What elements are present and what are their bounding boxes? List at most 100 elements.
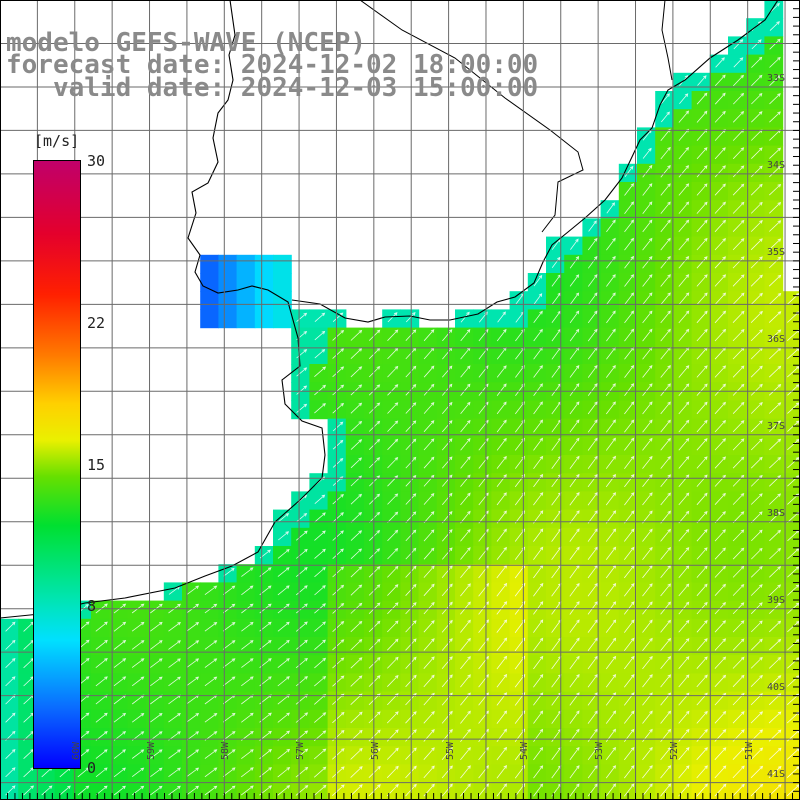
wind-cell [618, 200, 638, 219]
wind-cell [182, 691, 201, 711]
wind-arrow [769, 147, 781, 159]
wind-cell [455, 327, 474, 347]
wind-arrow [732, 401, 745, 414]
wind-arrow [496, 728, 508, 743]
wind-cell [673, 91, 693, 110]
wind-cell [527, 291, 547, 310]
wind-cell [564, 564, 583, 583]
wind-arrow [624, 201, 635, 214]
wind-cell [655, 163, 674, 183]
wind-arrow [750, 383, 763, 396]
wind-arrow [732, 529, 745, 542]
wind-arrow [150, 785, 163, 796]
wind-arrow [423, 547, 435, 560]
wind-arrow [768, 365, 782, 378]
wind-arrow [751, 147, 763, 159]
wind-arrow [368, 366, 381, 378]
wind-cell [691, 309, 711, 329]
wind-arrow [533, 637, 544, 652]
wind-arrow [423, 438, 435, 451]
wind-cell [709, 218, 729, 238]
wind-arrow [496, 328, 507, 342]
wind-cell [145, 600, 165, 620]
wind-arrow [441, 365, 453, 378]
wind-cell [746, 600, 765, 620]
wind-arrow [350, 784, 363, 797]
wind-cell [691, 655, 711, 674]
wind-cell [218, 309, 238, 329]
wind-cell [673, 673, 693, 693]
wind-cell [527, 527, 547, 547]
wind-arrow [732, 165, 745, 178]
wind-arrow [733, 57, 744, 68]
wind-cell [509, 455, 529, 474]
wind-arrow [678, 474, 690, 487]
wind-arrow [460, 765, 471, 779]
wind-arrow [787, 584, 800, 596]
lon-label: 60W [70, 741, 82, 760]
wind-cell [618, 600, 638, 620]
wind-cell [400, 455, 420, 474]
wind-arrow [623, 746, 635, 761]
wind-cell [637, 491, 656, 511]
model-title: modelo GEFS-WAVE (NCEP) [6, 28, 367, 58]
wind-arrow [533, 274, 543, 287]
wind-cell [163, 728, 183, 747]
wind-arrow [714, 456, 726, 469]
wind-arrow [660, 546, 671, 560]
wind-cell [655, 364, 674, 383]
wind-arrow [295, 530, 308, 541]
wind-arrow [314, 585, 326, 596]
wind-arrow [569, 728, 580, 742]
wind-cell [527, 618, 547, 638]
wind-cell [709, 236, 729, 256]
wind-cell [655, 291, 674, 310]
wind-cell [618, 746, 638, 765]
wind-cell [273, 273, 292, 292]
wind-arrow [768, 765, 782, 778]
wind-arrow [623, 692, 635, 706]
wind-arrow [332, 639, 345, 651]
wind-cell [582, 527, 602, 547]
wind-cell [637, 218, 656, 238]
wind-cell [746, 182, 765, 201]
wind-arrow [496, 655, 508, 670]
wind-arrow [569, 582, 580, 597]
wind-arrow [732, 292, 745, 305]
wind-cell [728, 764, 747, 784]
wind-arrow [241, 676, 254, 687]
wind-cell [673, 709, 693, 729]
wind-arrow [460, 383, 471, 396]
wind-arrow [624, 455, 635, 469]
wind-arrow [368, 384, 381, 396]
wind-cell [491, 709, 511, 729]
wind-arrow [350, 329, 363, 341]
wind-arrow [386, 711, 399, 724]
wind-cell [473, 691, 492, 711]
wind-arrow [678, 237, 690, 251]
wind-cell [709, 728, 729, 747]
wind-arrow [587, 473, 598, 488]
wind-arrow [696, 438, 708, 451]
wind-cell [218, 291, 238, 310]
wind-arrow [496, 637, 508, 652]
wind-cell [582, 728, 602, 747]
wind-arrow [769, 165, 781, 178]
wind-cell [728, 273, 747, 292]
wind-arrow [496, 619, 508, 633]
wind-arrow [332, 584, 345, 596]
wind-arrow [314, 494, 326, 505]
wind-arrow [387, 656, 399, 669]
wind-arrow [696, 656, 708, 669]
wind-arrow [714, 511, 726, 524]
wind-arrow [150, 713, 163, 723]
wind-arrow [606, 328, 616, 342]
wind-arrow [314, 384, 327, 396]
wind-arrow [368, 347, 381, 360]
wind-cell [273, 673, 292, 693]
wind-arrow [605, 546, 617, 561]
wind-arrow [769, 493, 781, 505]
lon-label: 55W [444, 741, 456, 760]
wind-cell [254, 564, 274, 583]
wind-cell [618, 345, 638, 365]
